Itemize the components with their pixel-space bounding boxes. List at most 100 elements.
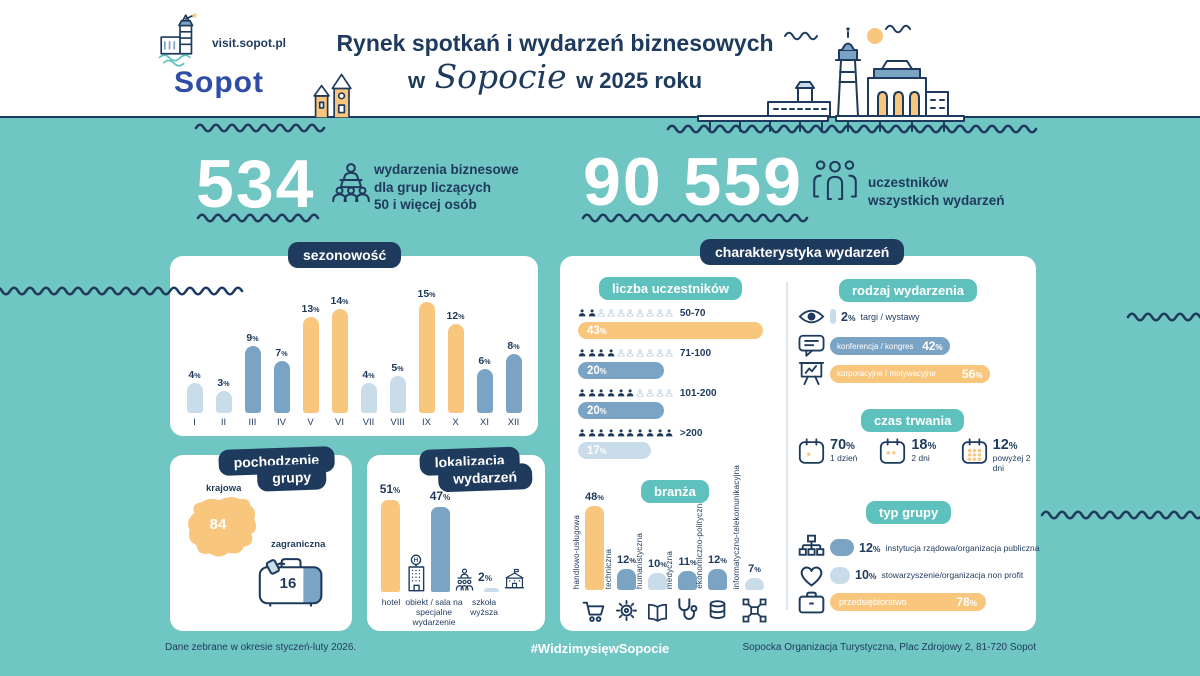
bar-value-label: 2%: [478, 570, 492, 584]
industry-chart: 48% handlowo-usługowa 12% techniczna 10% huma…: [570, 462, 785, 623]
venue-icon: [453, 568, 476, 592]
duration-text: 18% 2 dni: [911, 437, 936, 464]
event-type-title: rodzaj wydarzenia: [839, 279, 977, 302]
duration-label: powyżej 2 dni: [992, 452, 1031, 473]
season-bar: [215, 390, 232, 413]
industry-title: branża: [641, 480, 709, 503]
event-type-row: konferencja / kongres 42%: [798, 334, 1032, 358]
svg-text:H: H: [414, 557, 418, 564]
industry-label: handlowo-usługowa: [572, 514, 581, 589]
industry-label: informatyczno-telekomunikacyjna: [732, 464, 741, 589]
participants-size-row: >200: [578, 428, 783, 439]
bar-value-label: 47%: [429, 489, 451, 504]
group-type-label: stowarzyszenie/organizacja non profit: [881, 570, 1024, 581]
header: visit.sopot.pl Sopot Rynek spotkań i wyd…: [0, 0, 1200, 132]
footer-address: Sopocka Organizacja Turystyczna, Plac Zd…: [742, 642, 1036, 653]
person-icon: [607, 349, 615, 359]
participants-range-label: 50-70: [679, 308, 706, 319]
bar-value-label: 48%: [585, 491, 604, 503]
month-label: IV: [277, 417, 286, 428]
duration-text: 70% 1 dzień: [830, 437, 857, 464]
bar-value-label: 20%: [587, 404, 607, 417]
characteristics-title: charakterystyka wydarzeń: [700, 239, 905, 265]
events-desc-line1: wydarzenia biznesowe: [374, 162, 519, 177]
person-icon: [646, 309, 654, 319]
person-icon: [636, 429, 644, 439]
event-type-title-badge: rodzaj wydarzenia: [839, 279, 977, 302]
bar-value-label: 12%: [859, 540, 881, 555]
season-bar: [505, 353, 522, 413]
month-label: III: [248, 417, 257, 428]
presentation-icon: [798, 361, 825, 386]
eye-icon: [798, 308, 825, 325]
event-type-rows: 2% targi / wystawy konferencja / kongres 42…: [798, 304, 1032, 394]
calendar-icon: [798, 438, 825, 465]
event-type-label: targi / wystawy: [860, 311, 920, 322]
event-type-row: 2% targi / wystawy: [798, 308, 1032, 325]
seasonality-title: sezonowość: [288, 242, 402, 268]
foreign-label: zagraniczna: [271, 539, 326, 550]
person-icon: [578, 309, 586, 319]
bar-value-label: 43%: [587, 324, 607, 337]
bar-value-label: 17%: [587, 444, 607, 457]
bar-value-label: 9%: [246, 332, 259, 345]
season-column: 4% VII: [354, 280, 383, 428]
duration-title-badge: czas trwania: [861, 409, 965, 432]
person-icon: [626, 349, 634, 359]
location-title-line2: wydarzeń: [437, 463, 533, 493]
season-column: 4% I: [180, 280, 209, 428]
participants-count: 90 559: [583, 144, 803, 220]
person-icon: [588, 389, 596, 399]
season-column: 15% IX: [412, 280, 441, 428]
season-column: 3% II: [209, 280, 238, 428]
season-bar: [360, 383, 377, 413]
wave-decoration: [1126, 312, 1200, 322]
person-icon: [588, 349, 596, 359]
person-icon: [665, 309, 673, 319]
heart-icon: [798, 563, 825, 588]
industry-bar: [678, 570, 697, 590]
bar-value-label: 5%: [391, 362, 404, 374]
month-label: X: [452, 417, 459, 428]
bar-value-label: 4%: [362, 369, 375, 382]
month-label: VIII: [390, 417, 405, 428]
bar-value-label: 20%: [587, 364, 607, 377]
season-column: 8% XII: [499, 280, 528, 428]
site-url[interactable]: visit.sopot.pl: [212, 36, 287, 50]
domestic-label: krajowa: [206, 483, 242, 494]
season-column: 6% XI: [470, 280, 499, 428]
group-type-title-badge: typ grupy: [866, 501, 952, 524]
participants-size-row: 71-100: [578, 348, 783, 359]
bar-value-label: 12%: [708, 554, 727, 566]
month-label: V: [307, 417, 314, 428]
event-type-bar: korporacyjne / motywacyjne 56%: [830, 364, 990, 383]
person-icon: [626, 309, 634, 319]
location-bar: [431, 507, 450, 592]
participants-range-label: 71-100: [679, 348, 712, 359]
person-icon: [646, 389, 654, 399]
person-icon: [597, 389, 605, 399]
industry-label: medyczna: [665, 550, 674, 589]
bar-value-label: 2%: [841, 309, 856, 324]
season-bar: [389, 376, 406, 413]
briefcase-icon: [798, 590, 825, 615]
industry-label: ekonomiczno-polityczna: [695, 499, 704, 589]
bar-value-label: 12%: [446, 310, 465, 323]
origin-title-badge: pochodzenie grupy: [218, 445, 335, 497]
person-icon: [617, 349, 625, 359]
month-label: IX: [422, 417, 431, 428]
person-icon: [617, 309, 625, 319]
month-label: VII: [362, 417, 375, 428]
bar-value-label: 56%: [961, 366, 983, 381]
group-type-bar: przedsiębiorstwo 78%: [830, 593, 986, 612]
duration-text: 12% powyżej 2 dni: [992, 437, 1036, 473]
season-bar: [273, 361, 290, 413]
person-icon: [597, 349, 605, 359]
location-title-badge: lokalizacja wydarzeń: [419, 446, 533, 497]
title-block: Rynek spotkań i wydarzeń biznesowych w S…: [330, 30, 780, 96]
event-type-bar: [830, 309, 836, 325]
person-icon: [626, 389, 634, 399]
season-bar: [302, 316, 319, 413]
participants-range-label: 101-200: [679, 388, 717, 399]
domestic-value: 84: [209, 516, 227, 533]
